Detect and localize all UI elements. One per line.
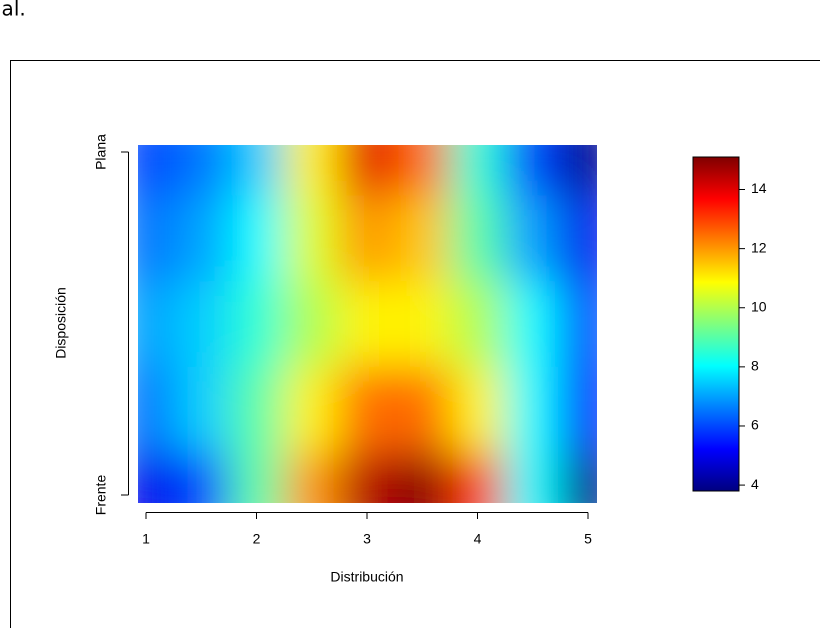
heat-cell — [229, 366, 285, 452]
y-tick-label: Frente — [93, 475, 109, 516]
x-tick-label: 1 — [142, 531, 150, 547]
heat-cell — [284, 366, 340, 452]
heat-cell — [174, 109, 230, 195]
heat-cell — [174, 452, 230, 538]
heat-cell — [339, 452, 395, 538]
heat-cell — [395, 366, 451, 452]
colorbar — [693, 157, 739, 491]
x-axis-label: Distribución — [330, 569, 403, 585]
heat-cell — [560, 452, 616, 538]
heat-cell — [339, 195, 395, 281]
heat-cell — [284, 195, 340, 281]
heat-cell — [229, 195, 285, 281]
heat-cell — [395, 109, 451, 195]
heat-cell — [284, 109, 340, 195]
heat-cell — [174, 281, 230, 367]
heat-cell — [229, 109, 285, 195]
colorbar-tick-label: 4 — [751, 476, 759, 492]
heatmap — [118, 109, 616, 538]
colorbar-tick-label: 14 — [751, 180, 767, 196]
x-tick-label: 2 — [253, 531, 261, 547]
heat-cell — [395, 281, 451, 367]
x-tick-label: 4 — [474, 531, 482, 547]
heat-cell — [118, 366, 174, 452]
heat-cell — [560, 195, 616, 281]
heat-cell — [118, 281, 174, 367]
heat-cell — [505, 281, 561, 367]
heat-cell — [339, 366, 395, 452]
heat-cell — [174, 195, 230, 281]
heat-cell — [395, 195, 451, 281]
colorbar-tick-label: 6 — [751, 417, 759, 433]
x-tick-label: 5 — [584, 531, 592, 547]
colorbar-tick-label: 12 — [751, 239, 767, 255]
heat-cell — [174, 366, 230, 452]
heat-cell — [505, 195, 561, 281]
heat-cell — [229, 281, 285, 367]
heat-cell — [395, 452, 451, 538]
heat-cell — [284, 281, 340, 367]
heat-cell — [560, 109, 616, 195]
colorbar-tick-label: 8 — [751, 358, 759, 374]
heat-cell — [450, 452, 506, 538]
heat-cell — [505, 452, 561, 538]
heat-cell — [450, 366, 506, 452]
heat-cell — [560, 366, 616, 452]
colorbar-tick-label: 10 — [751, 298, 767, 314]
document-text: ial. — [0, 0, 26, 21]
heat-cell — [229, 452, 285, 538]
heat-cell — [339, 281, 395, 367]
x-tick-label: 3 — [363, 531, 371, 547]
heat-cell — [284, 452, 340, 538]
heat-cell — [118, 195, 174, 281]
heat-cell — [505, 366, 561, 452]
heat-cell — [450, 195, 506, 281]
heat-cell — [450, 281, 506, 367]
heat-cell — [560, 281, 616, 367]
page: ial. Distribución Disposición 12345Frent… — [0, 0, 820, 628]
heat-cell — [505, 109, 561, 195]
y-tick-label: Plana — [93, 134, 109, 170]
heat-cell — [339, 109, 395, 195]
heat-cell — [450, 109, 506, 195]
heatmap-clip — [118, 109, 616, 538]
y-axis-label: Disposición — [53, 287, 69, 359]
